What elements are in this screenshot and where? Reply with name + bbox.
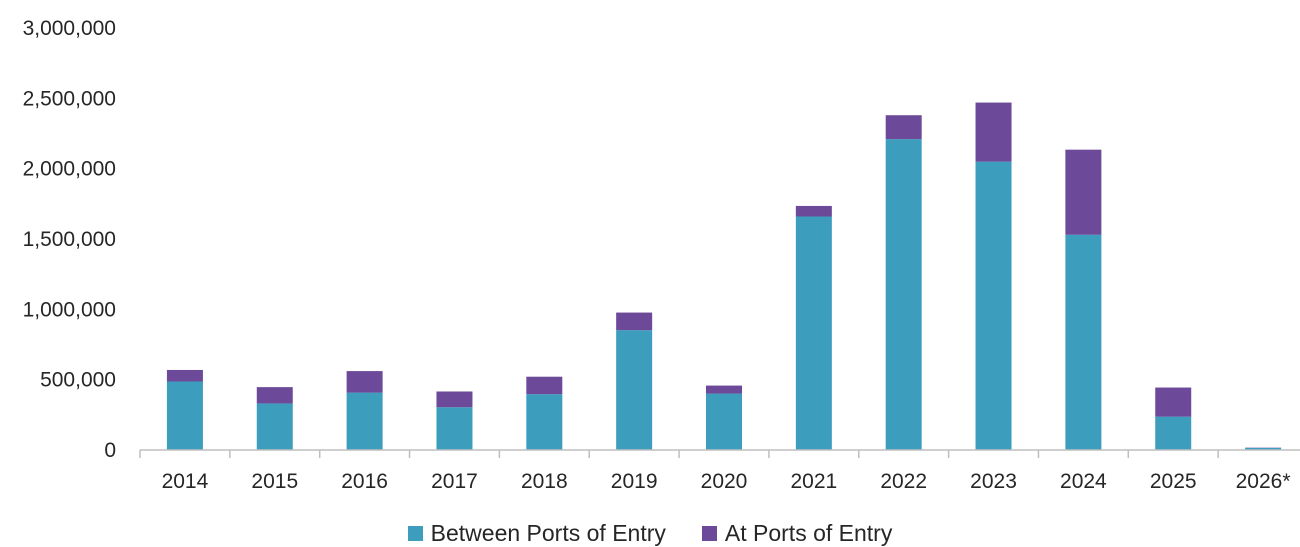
bar-at-ports bbox=[346, 371, 383, 393]
bar-at-ports bbox=[885, 115, 922, 140]
x-tick-label: 2020 bbox=[701, 470, 748, 493]
bar-at-ports bbox=[975, 102, 1012, 162]
x-tick-label: 2024 bbox=[1060, 470, 1107, 493]
bar-between-ports bbox=[1065, 234, 1102, 450]
legend-item-between-ports: Between Ports of Entry bbox=[407, 519, 666, 547]
legend-item-at-ports: At Ports of Entry bbox=[701, 519, 893, 547]
legend: Between Ports of Entry At Ports of Entry bbox=[0, 519, 1300, 547]
bar-at-ports bbox=[256, 387, 293, 404]
bar-between-ports bbox=[616, 330, 653, 450]
x-tick-label: 2026* bbox=[1236, 470, 1291, 493]
x-tick-label: 2019 bbox=[611, 470, 658, 493]
bar-between-ports bbox=[1155, 416, 1192, 450]
y-tick-label: 2,000,000 bbox=[23, 158, 116, 181]
legend-swatch-between-ports bbox=[407, 525, 423, 541]
legend-label-between-ports: Between Ports of Entry bbox=[430, 519, 666, 546]
bar-at-ports bbox=[795, 205, 832, 217]
bar-at-ports bbox=[616, 312, 653, 331]
x-tick-label: 2016 bbox=[341, 470, 388, 493]
legend-swatch-at-ports bbox=[701, 525, 717, 541]
bar-between-ports bbox=[706, 393, 742, 450]
bar-at-ports bbox=[166, 369, 203, 382]
y-tick-label: 500,000 bbox=[40, 369, 116, 392]
bar-at-ports bbox=[526, 376, 563, 395]
bar-between-ports bbox=[1245, 447, 1282, 450]
y-tick-label: 3,000,000 bbox=[23, 17, 116, 40]
x-tick-label: 2022 bbox=[880, 470, 927, 493]
bar-between-ports bbox=[256, 403, 293, 450]
bar-between-ports bbox=[436, 407, 473, 450]
bar-at-ports bbox=[706, 385, 742, 394]
x-tick-label: 2023 bbox=[970, 470, 1017, 493]
bar-between-ports bbox=[975, 161, 1012, 450]
bar-between-ports bbox=[885, 139, 922, 451]
x-tick-label: 2014 bbox=[162, 470, 209, 493]
bar-at-ports bbox=[1065, 149, 1102, 235]
y-axis: 0 500,000 1,000,000 1,500,000 2,000,000 2,500… bbox=[23, 17, 116, 462]
bar-at-ports bbox=[436, 391, 473, 408]
x-tick-label: 2018 bbox=[521, 470, 568, 493]
bar-between-ports bbox=[166, 381, 203, 450]
bar-group bbox=[166, 102, 1282, 451]
x-tick-label: 2015 bbox=[251, 470, 298, 493]
y-tick-label: 1,000,000 bbox=[23, 298, 116, 321]
bar-at-ports bbox=[1155, 387, 1192, 417]
legend-label-at-ports: At Ports of Entry bbox=[724, 519, 893, 546]
x-tick-label: 2021 bbox=[790, 470, 837, 493]
x-axis: 2014 2015 2016 2017 2018 2019 2020 2021 2022 2023… bbox=[139, 450, 1291, 493]
bar-between-ports bbox=[795, 216, 832, 450]
x-tick-label: 2025 bbox=[1150, 470, 1197, 493]
bar-between-ports bbox=[346, 392, 383, 450]
y-tick-label: 0 bbox=[104, 439, 116, 462]
bar-between-ports bbox=[526, 394, 563, 450]
x-tick-label: 2017 bbox=[431, 470, 478, 493]
y-tick-label: 2,500,000 bbox=[23, 87, 116, 110]
y-tick-label: 1,500,000 bbox=[23, 228, 116, 251]
